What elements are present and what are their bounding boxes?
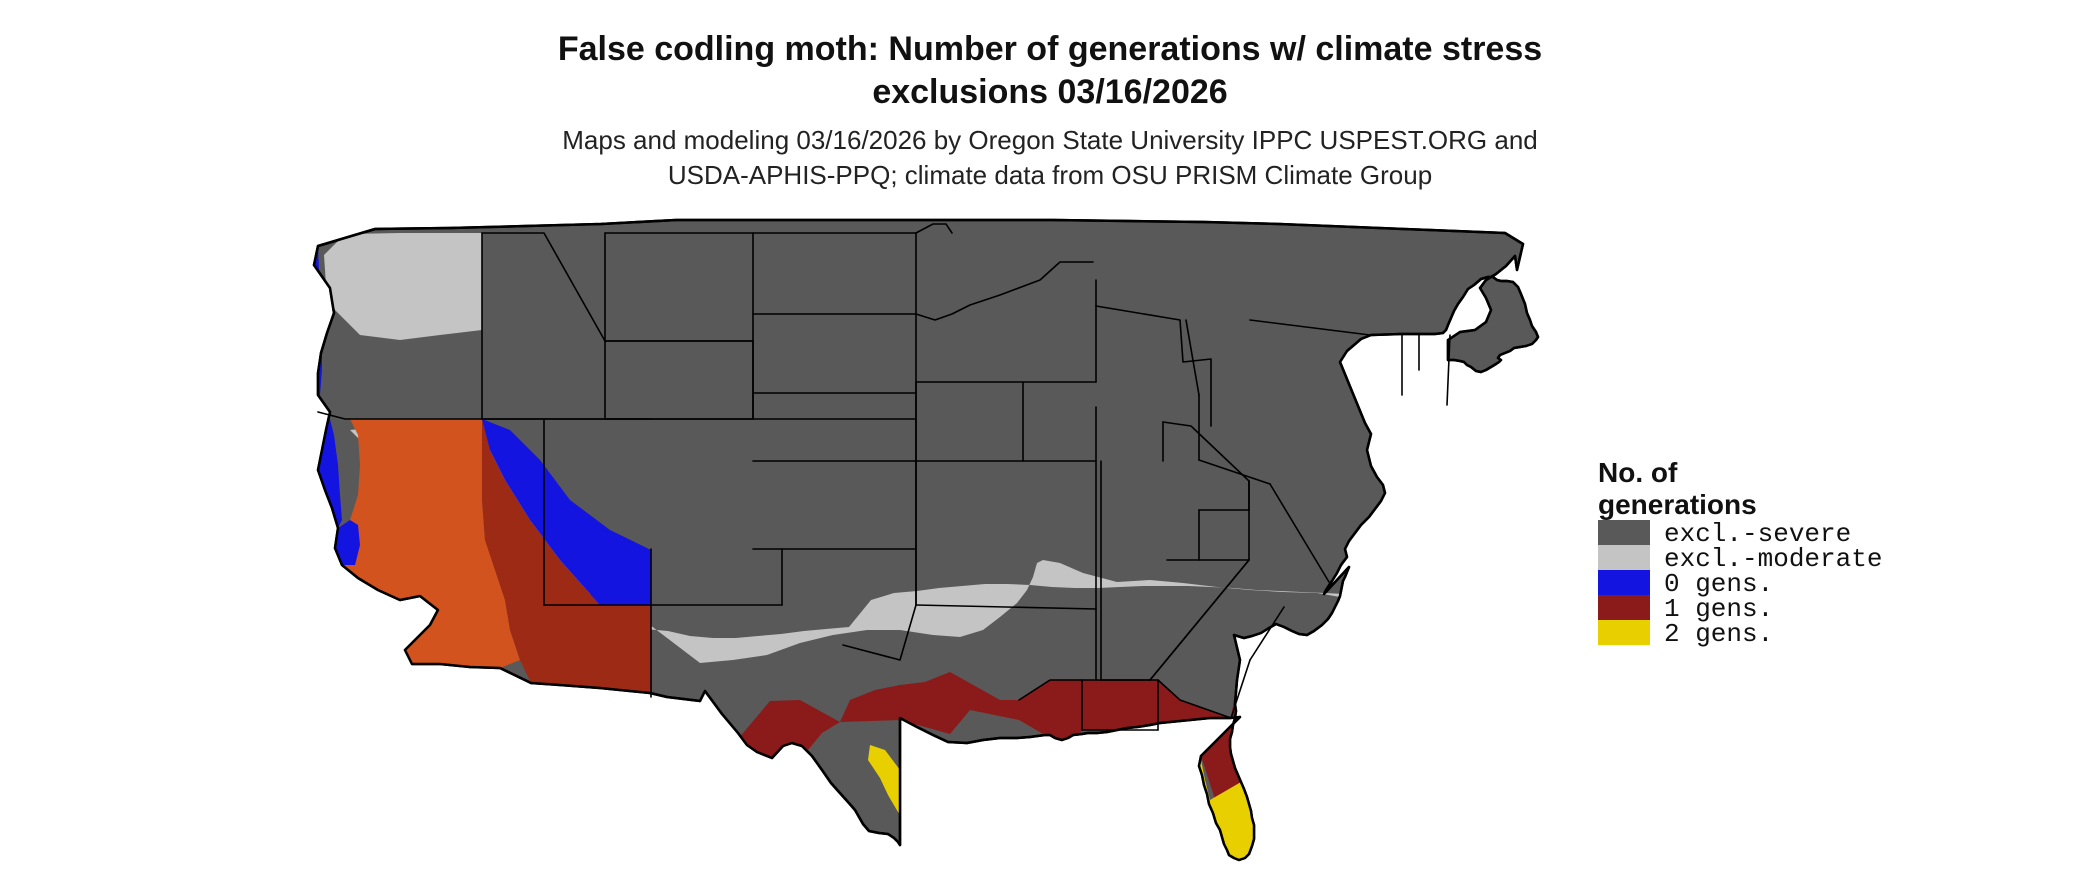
- svg-text:2 gens.: 2 gens.: [1664, 619, 1773, 649]
- svg-text:No. of: No. of: [1598, 457, 1678, 488]
- svg-text:generations: generations: [1598, 489, 1757, 520]
